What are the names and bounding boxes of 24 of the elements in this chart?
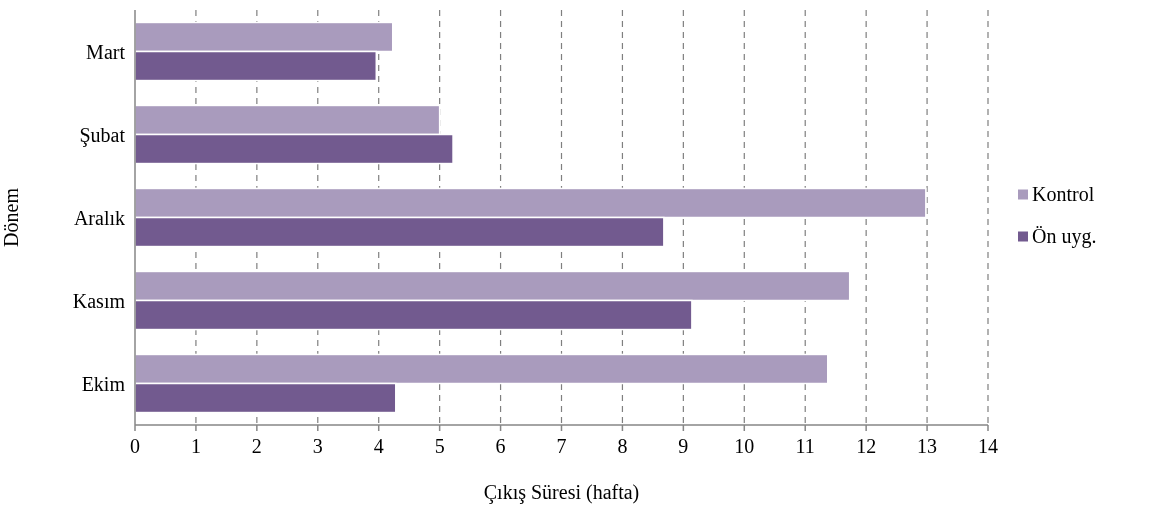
x-tick-label: 3 <box>312 435 323 457</box>
y-tick-label: Ekim <box>81 372 126 395</box>
x-tick-label: 8 <box>617 435 628 457</box>
x-tick-label: 10 <box>734 435 755 457</box>
x-tick-label: 2 <box>251 435 262 457</box>
x-tick-label: 9 <box>678 435 689 457</box>
x-tick-label: 6 <box>495 435 506 457</box>
x-axis-title: Çıkış Süresi (hafta) <box>483 481 640 504</box>
x-tick-label: 0 <box>130 435 140 457</box>
x-tick-label: 5 <box>434 435 445 457</box>
y-axis-title: Dönem <box>0 187 22 247</box>
legend-label: Kontrol <box>1032 182 1095 205</box>
x-tick-label: 7 <box>556 435 567 457</box>
x-tick-label: 14 <box>978 435 998 457</box>
y-tick-label: Aralık <box>73 206 125 229</box>
y-tick-label: Kasım <box>72 289 126 312</box>
legend-label: Ön uyg. <box>1032 224 1097 248</box>
x-tick-label: 11 <box>795 435 815 457</box>
x-tick-label: 1 <box>190 435 201 457</box>
x-tick-label: 13 <box>917 435 938 457</box>
x-tick-label: 4 <box>373 435 384 457</box>
x-tick-label: 12 <box>856 435 877 457</box>
y-tick-label: Şubat <box>79 123 126 147</box>
y-tick-label: Mart <box>86 40 126 63</box>
